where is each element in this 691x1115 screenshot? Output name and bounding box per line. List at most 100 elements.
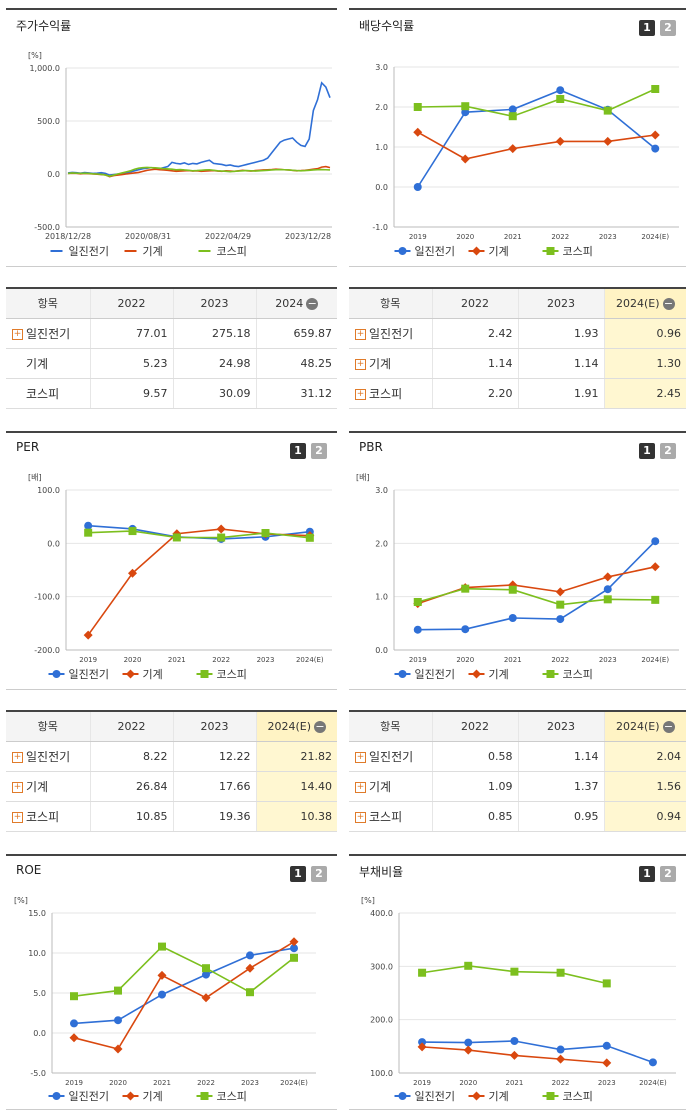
row-label[interactable]: + 기계 bbox=[349, 771, 433, 802]
marker-point bbox=[52, 670, 61, 678]
marker-point bbox=[508, 580, 518, 590]
x-tick-label: 2020 bbox=[456, 233, 474, 241]
marker-point bbox=[603, 572, 613, 582]
row-label[interactable]: + 일진전기 bbox=[349, 318, 433, 349]
view-1-button[interactable]: 1 bbox=[290, 866, 306, 882]
chart-pbr: [배] 3.0 2.0 1.0 0.0 2019 2020 2021 2022 2023 2024(… bbox=[356, 473, 679, 681]
expand-plus-icon[interactable]: + bbox=[12, 328, 23, 340]
row-label[interactable]: + 기계 bbox=[349, 348, 433, 379]
column-header-year: 2023 bbox=[518, 710, 605, 742]
legend: 일진전기 기계 코스피 bbox=[50, 244, 247, 258]
collapse-icon[interactable]: − bbox=[662, 296, 675, 310]
view-2-button[interactable]: 2 bbox=[311, 866, 327, 882]
y-tick-label: -500.0 bbox=[34, 223, 60, 232]
table-cell: 0.85 bbox=[432, 801, 519, 832]
collapse-icon[interactable]: − bbox=[314, 719, 327, 733]
marker-point bbox=[83, 630, 93, 640]
expand-plus-icon[interactable]: + bbox=[355, 358, 366, 370]
expand-plus-icon[interactable]: + bbox=[355, 388, 366, 400]
table-cell: 30.09 bbox=[173, 378, 257, 409]
chart-debt: [%] 400.0 300.0 200.0 100.0 2019 2020 2021 2022 2… bbox=[361, 896, 676, 1103]
table-cell: 1.91 bbox=[518, 378, 605, 409]
marker-point bbox=[546, 247, 555, 255]
x-tick-label: 2022 bbox=[197, 1079, 215, 1087]
x-tick-label: 2020 bbox=[109, 1079, 127, 1087]
y-unit: [배] bbox=[356, 473, 370, 482]
expand-plus-icon[interactable]: + bbox=[355, 751, 366, 763]
row-label[interactable]: + 코스피 bbox=[349, 801, 433, 832]
series-line-코스피 bbox=[67, 166, 331, 177]
series-line-기계 bbox=[73, 941, 295, 1050]
view-2-button[interactable]: 2 bbox=[660, 443, 676, 459]
row-label[interactable]: + 코스피 bbox=[349, 378, 433, 409]
marker-point bbox=[128, 527, 137, 536]
table-row: + 기계 26.84 17.66 14.40 bbox=[6, 771, 337, 802]
panel-title: PBR bbox=[359, 440, 383, 454]
legend-label: 일진전기 bbox=[69, 244, 109, 258]
legend-label: 기계 bbox=[143, 1090, 163, 1103]
row-label[interactable]: + 일진전기 bbox=[6, 741, 91, 772]
table-row: + 기계 1.09 1.37 1.56 bbox=[349, 771, 686, 802]
y-tick-label: 2.0 bbox=[375, 103, 388, 112]
y-tick-label: 10.0 bbox=[28, 949, 46, 958]
expand-plus-icon[interactable]: + bbox=[12, 751, 23, 763]
x-tick-label: 2021 bbox=[506, 1079, 524, 1087]
series-line-일진전기 bbox=[417, 540, 656, 631]
x-tick-label: 2022 bbox=[551, 233, 569, 241]
marker-point bbox=[556, 1045, 565, 1054]
row-label[interactable]: + 기계 bbox=[6, 771, 91, 802]
table-cell: 1.14 bbox=[432, 348, 519, 379]
legend: 일진전기 기계 코스피 bbox=[394, 244, 593, 258]
view-1-button[interactable]: 1 bbox=[290, 443, 306, 459]
expand-plus-icon[interactable]: + bbox=[12, 811, 23, 823]
expand-plus-icon[interactable]: + bbox=[355, 811, 366, 823]
row-label[interactable]: + 일진전기 bbox=[6, 318, 91, 349]
table-cell: 0.96 bbox=[604, 318, 686, 349]
marker-point bbox=[70, 992, 78, 1001]
table-cell: 1.30 bbox=[604, 348, 686, 379]
table-cell: 1.14 bbox=[518, 741, 605, 772]
marker-point bbox=[114, 1016, 122, 1025]
x-tick-label: 2024(E) bbox=[280, 1079, 308, 1087]
marker-point bbox=[418, 968, 427, 977]
marker-point bbox=[413, 103, 422, 111]
chart-per: [배] 100.0 0.0 -100.0 -200.0 2019 2020 2021 2022 2… bbox=[28, 473, 332, 681]
legend-label: 코스피 bbox=[217, 1090, 247, 1103]
marker-point bbox=[126, 669, 135, 679]
table-cell: 659.87 bbox=[256, 318, 337, 349]
view-2-button[interactable]: 2 bbox=[660, 20, 676, 36]
marker-point bbox=[648, 1058, 657, 1067]
view-2-button[interactable]: 2 bbox=[660, 866, 676, 882]
table-cell: 2.20 bbox=[432, 378, 519, 409]
row-label[interactable]: + 코스피 bbox=[6, 801, 91, 832]
marker-point bbox=[216, 524, 226, 534]
table-dividend: 항목 2022 2023 2024(E) − + 일진전기 2.42 1.93 0.96 + 기계 1.… bbox=[349, 287, 686, 409]
collapse-icon[interactable]: − bbox=[306, 296, 319, 310]
row-label[interactable]: + 일진전기 bbox=[349, 741, 433, 772]
row-label: 코스피 bbox=[6, 378, 91, 409]
table-cell: 26.84 bbox=[90, 771, 174, 802]
marker-point bbox=[509, 1050, 519, 1060]
marker-point bbox=[603, 136, 613, 146]
view-1-button[interactable]: 1 bbox=[639, 866, 655, 882]
view-1-button[interactable]: 1 bbox=[639, 443, 655, 459]
marker-point bbox=[603, 595, 612, 604]
table-cell: 17.66 bbox=[173, 771, 257, 802]
marker-point bbox=[556, 600, 565, 609]
y-tick-label: 0.0 bbox=[375, 183, 388, 192]
expand-plus-icon[interactable]: + bbox=[355, 781, 366, 793]
x-tick-label: 2022 bbox=[212, 656, 230, 664]
expand-plus-icon[interactable]: + bbox=[12, 781, 23, 793]
expand-plus-icon[interactable]: + bbox=[355, 328, 366, 340]
collapse-icon[interactable]: − bbox=[662, 719, 675, 733]
marker-point bbox=[555, 136, 565, 146]
marker-point bbox=[472, 669, 481, 679]
view-2-button[interactable]: 2 bbox=[311, 443, 327, 459]
legend-label: 기계 bbox=[143, 245, 163, 258]
view-1-button[interactable]: 1 bbox=[639, 20, 655, 36]
marker-point bbox=[113, 1044, 123, 1054]
marker-point bbox=[510, 1037, 519, 1045]
x-tick-label: 2021 bbox=[168, 656, 186, 664]
